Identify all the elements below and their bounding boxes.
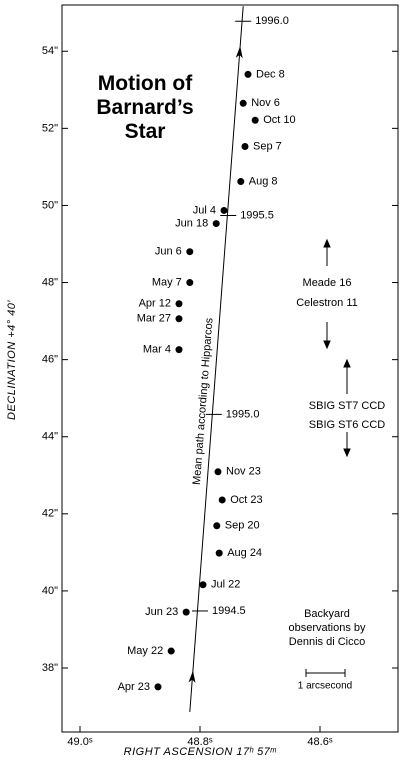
data-point (175, 315, 183, 323)
point-label: Oct 10 (263, 114, 295, 126)
epoch-label: 1995.0 (226, 408, 260, 420)
data-point (218, 496, 226, 504)
point-label: Jul 22 (211, 579, 240, 591)
point-label: Sep 7 (253, 140, 282, 152)
scale-bar (305, 669, 346, 677)
data-point (215, 549, 223, 557)
y-tick-label: 44" (42, 431, 58, 443)
data-point (213, 522, 221, 530)
point-label: Nov 23 (226, 466, 261, 478)
instrument-label: SBIG ST6 CCD (309, 419, 385, 431)
point-label: Nov 6 (251, 97, 280, 109)
epoch-label: 1994.5 (212, 605, 246, 617)
y-axis-label: DECLINATION +4° 40′ (6, 300, 18, 420)
point-label: Aug 8 (249, 175, 278, 187)
point-label: Jun 18 (175, 217, 208, 229)
epoch-label: 1996.0 (255, 15, 289, 27)
data-point (175, 346, 183, 354)
scale-label: 1 arcsecond (298, 681, 352, 692)
data-point (239, 99, 247, 107)
point-label: Jun 23 (145, 606, 178, 618)
point-label: May 22 (127, 645, 163, 657)
x-tick-label: 48.6ˢ (307, 736, 332, 748)
point-label: Aug 24 (227, 547, 262, 559)
point-label: May 7 (152, 276, 182, 288)
y-tick-label: 50" (42, 199, 58, 211)
point-label: Dec 8 (256, 68, 285, 80)
instrument-label: Meade 16 (303, 277, 352, 289)
point-label: Jul 4 (193, 204, 216, 216)
data-point (175, 300, 183, 308)
point-label: Mar 27 (137, 313, 171, 325)
data-point (220, 206, 228, 214)
x-tick-label: 49.0ˢ (67, 736, 92, 748)
title-box: Motion of Barnard’s Star (96, 72, 194, 143)
x-axis-label: RIGHT ASCENSION 17ʰ 57ᵐ (124, 746, 277, 758)
note: Dennis di Cicco (289, 636, 365, 648)
point-label: Apr 12 (139, 298, 171, 310)
point-label: Sep 20 (225, 520, 260, 532)
epoch-label: 1995.5 (240, 209, 274, 221)
note: Backyard (304, 608, 350, 620)
data-point (167, 647, 175, 655)
data-point (251, 116, 259, 124)
y-tick-label: 46" (42, 354, 58, 366)
note: observations by (288, 622, 366, 634)
instrument-label: Celestron 11 (296, 297, 358, 309)
y-tick-label: 42" (42, 508, 58, 520)
instrument-arrows (323, 238, 351, 458)
point-label: Mar 4 (143, 344, 171, 356)
plot-frame (61, 4, 399, 733)
data-point (244, 70, 252, 78)
y-tick-label: 38" (42, 662, 58, 674)
data-point (154, 683, 162, 691)
data-point (237, 178, 245, 186)
data-point (212, 220, 220, 228)
path-arrow (235, 46, 243, 59)
path-line (189, 6, 244, 712)
chart-title: Motion of Barnard’s Star (96, 72, 194, 143)
path-arrow (188, 670, 196, 683)
y-tick-label: 48" (42, 276, 58, 288)
y-tick-label: 52" (42, 122, 58, 134)
point-label: Apr 23 (118, 681, 150, 693)
y-tick-label: 40" (42, 585, 58, 597)
data-point (199, 581, 207, 589)
data-point (214, 468, 222, 476)
data-point (182, 608, 190, 616)
point-label: Oct 23 (230, 494, 262, 506)
instrument-label: SBIG ST7 CCD (309, 400, 385, 412)
path-label: Mean path according to Hipparcos (191, 317, 216, 485)
x-tick-label: 48.8ˢ (187, 736, 212, 748)
data-point (241, 142, 249, 150)
y-tick-label: 54" (42, 45, 58, 57)
data-point (186, 248, 194, 256)
point-label: Jun 6 (155, 246, 182, 258)
data-point (186, 279, 194, 287)
